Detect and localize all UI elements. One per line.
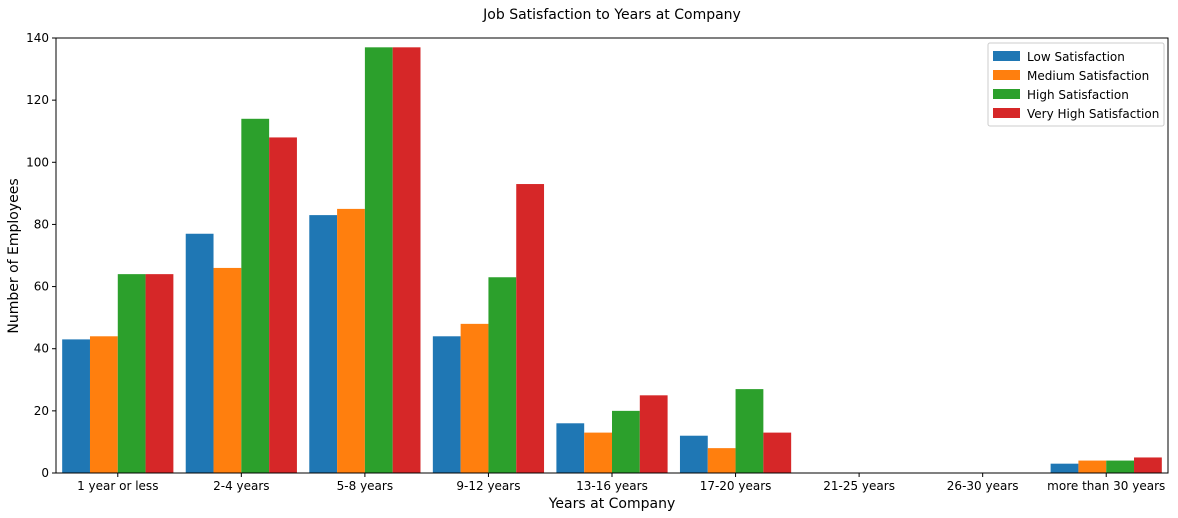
x-tick-label: 5-8 years — [337, 479, 393, 493]
bar-very-high-satisfaction-3 — [516, 184, 545, 474]
legend-frame — [987, 42, 1165, 127]
bar-high-satisfaction-3 — [488, 277, 517, 473]
bar-high-satisfaction-8 — [1106, 460, 1135, 473]
bar-very-high-satisfaction-2 — [392, 47, 421, 473]
bar-medium-satisfaction-4 — [584, 432, 612, 473]
bar-high-satisfaction-1 — [241, 118, 270, 473]
y-tick-label: 100 — [26, 155, 49, 169]
legend-label: Medium Satisfaction — [1027, 69, 1149, 83]
bar-very-high-satisfaction-0 — [145, 274, 174, 473]
x-tick-label: 2-4 years — [213, 479, 269, 493]
legend: Low Satisfaction Medium Satisfaction High … — [987, 42, 1165, 127]
legend-swatch — [993, 51, 1020, 61]
bar-very-high-satisfaction-8 — [1134, 457, 1162, 473]
bar-medium-satisfaction-3 — [460, 323, 489, 473]
legend-label: High Satisfaction — [1027, 88, 1129, 102]
x-tick-label: 1 year or less — [77, 479, 158, 493]
x-tick-label: 13-16 years — [576, 479, 648, 493]
bar-high-satisfaction-2 — [364, 47, 393, 473]
chart-title: Job Satisfaction to Years at Company — [482, 7, 741, 23]
bar-very-high-satisfaction-1 — [269, 137, 297, 473]
y-tick-label: 140 — [26, 31, 49, 45]
bar-medium-satisfaction-5 — [707, 448, 736, 473]
bar-very-high-satisfaction-5 — [763, 432, 792, 473]
bar-medium-satisfaction-8 — [1078, 460, 1107, 473]
plot-area — [62, 47, 1162, 474]
legend-label: Very High Satisfaction — [1027, 107, 1159, 121]
legend-swatch — [993, 108, 1020, 118]
bar-low-satisfaction-5 — [679, 435, 708, 473]
legend-swatch — [993, 89, 1020, 99]
x-tick-label: 21-25 years — [823, 479, 895, 493]
y-tick-label: 60 — [34, 280, 49, 294]
bar-low-satisfaction-8 — [1050, 463, 1079, 473]
y-tick-label: 120 — [26, 93, 49, 107]
bar-very-high-satisfaction-4 — [639, 395, 668, 473]
x-tick-label: more than 30 years — [1047, 479, 1165, 493]
bar-medium-satisfaction-1 — [213, 267, 242, 473]
x-tick-label: 17-20 years — [700, 479, 772, 493]
y-tick-label: 80 — [34, 217, 49, 231]
bar-low-satisfaction-4 — [556, 423, 585, 473]
legend-swatch — [993, 70, 1020, 80]
x-tick-label: 9-12 years — [456, 479, 520, 493]
bar-low-satisfaction-0 — [62, 339, 90, 473]
y-tick-label: 0 — [41, 466, 49, 480]
y-tick-label: 40 — [34, 342, 49, 356]
bar-medium-satisfaction-0 — [89, 336, 118, 473]
legend-label: Low Satisfaction — [1027, 50, 1125, 64]
bar-medium-satisfaction-2 — [337, 208, 365, 473]
y-axis: 0 20 40 60 80 100 120 140 — [26, 31, 56, 480]
bar-low-satisfaction-2 — [309, 215, 338, 474]
bar-high-satisfaction-5 — [735, 389, 764, 473]
x-axis-title: Years at Company — [548, 496, 676, 512]
bar-high-satisfaction-4 — [612, 410, 640, 473]
bar-low-satisfaction-1 — [185, 233, 214, 473]
bar-high-satisfaction-0 — [117, 274, 146, 473]
x-tick-label: 26-30 years — [947, 479, 1019, 493]
y-tick-label: 20 — [34, 404, 49, 418]
plot-frame — [55, 37, 1169, 474]
x-axis: 1 year or less 2-4 years 5-8 years 9-12 yea… — [77, 473, 1165, 493]
bar-low-satisfaction-3 — [432, 336, 461, 473]
y-axis-title: Number of Employees — [6, 178, 22, 333]
